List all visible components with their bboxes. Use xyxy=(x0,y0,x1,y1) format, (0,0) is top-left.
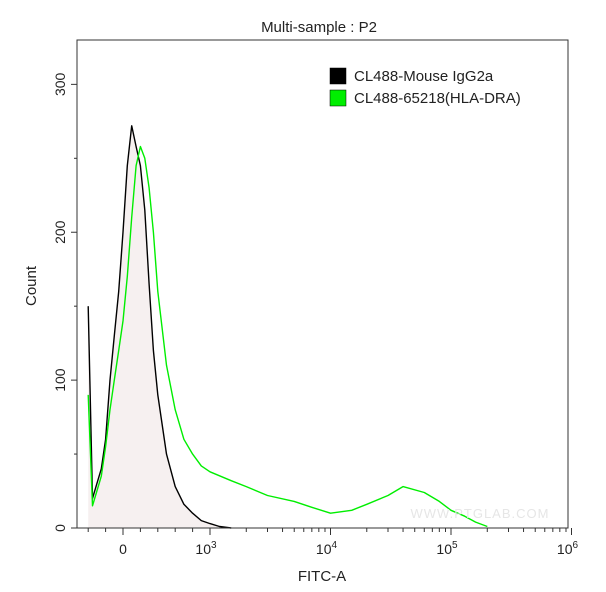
y-axis-label: Count xyxy=(23,265,40,306)
series-line xyxy=(87,145,488,528)
x-tick-base: 10 xyxy=(195,541,211,557)
series-line xyxy=(87,125,232,529)
x-tick-label: 103 xyxy=(195,540,217,557)
x-tick-label: 104 xyxy=(316,540,338,557)
x-tick-label: 106 xyxy=(557,540,579,557)
x-tick-exponent: 6 xyxy=(573,540,579,551)
x-axis-label: FITC-A xyxy=(298,568,346,585)
legend-label: CL488-65218(HLA-DRA) xyxy=(354,90,521,107)
x-tick-exponent: 5 xyxy=(452,540,458,551)
x-tick-label: 105 xyxy=(436,540,458,557)
plot-area xyxy=(87,125,488,529)
chart-title: Multi-sample : P2 xyxy=(261,19,377,36)
y-tick-label: 300 xyxy=(52,72,68,96)
y-axis: 0 100 200 300 xyxy=(52,72,77,532)
x-tick-base: 10 xyxy=(436,541,452,557)
x-tick-label: 0 xyxy=(119,541,127,557)
legend-swatch xyxy=(329,89,347,107)
x-tick-base: 10 xyxy=(557,541,573,557)
x-tick-base: 10 xyxy=(316,541,332,557)
legend-label: CL488-Mouse IgG2a xyxy=(354,68,494,85)
y-tick-label: 100 xyxy=(52,368,68,392)
legend: CL488-Mouse IgG2a CL488-65218(HLA-DRA) xyxy=(329,67,521,107)
watermark: WWW.PTGLAB.COM xyxy=(411,506,550,521)
x-tick-exponent: 3 xyxy=(211,540,217,551)
x-axis: 0 103 104 105 106 xyxy=(87,528,579,557)
legend-swatch xyxy=(329,67,347,85)
x-tick-base: 0 xyxy=(119,541,127,557)
x-tick-exponent: 4 xyxy=(332,540,338,551)
y-tick-label: 200 xyxy=(52,220,68,244)
series-fill xyxy=(88,125,232,529)
plot-frame xyxy=(76,39,569,529)
y-tick-label: 0 xyxy=(52,524,68,532)
